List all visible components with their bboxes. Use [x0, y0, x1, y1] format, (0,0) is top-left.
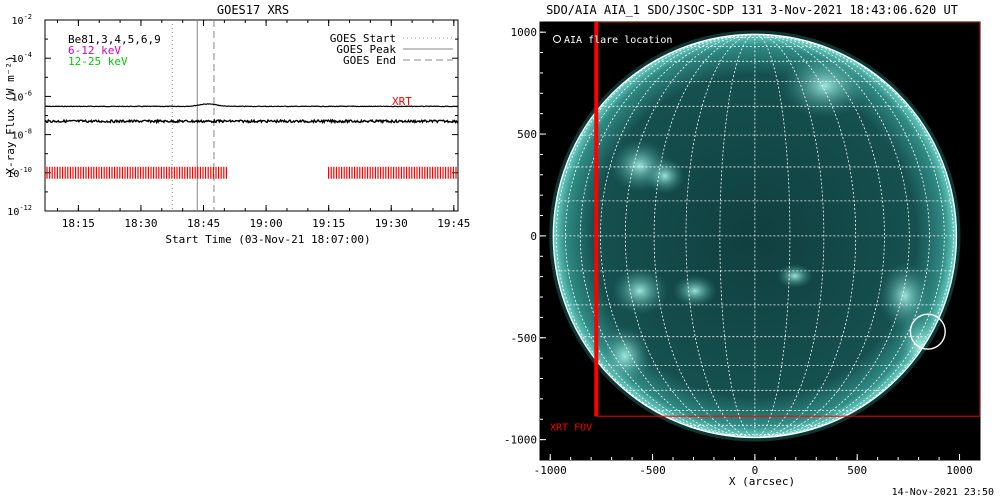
goes-xrt-label: XRT	[392, 95, 412, 108]
goes-x-tick-label: 19:00	[250, 217, 283, 230]
goes-y-tick-exponent: -8	[24, 128, 32, 136]
aia-y-tick-label: -1000	[504, 434, 537, 447]
aia-active-region	[779, 53, 870, 118]
aia-longitude-line	[565, 34, 755, 438]
aia-flare-legend-marker	[553, 35, 561, 43]
aia-bright-regions	[598, 53, 942, 386]
goes-x-tick-label: 18:45	[187, 217, 220, 230]
goes-y-tick-label: 10-4	[12, 51, 32, 65]
aia-chart-title: SDO/AIA AIA_1 SDO/JSOC-SDP 131 3-Nov-202…	[546, 3, 958, 17]
aia-flare-legend-label: AIA flare location	[564, 35, 672, 46]
aia-axes: -1000 -500 0 500 1000 1000 500 0 -500 -1000	[504, 21, 981, 477]
goes-y-tick-exponent: -4	[24, 51, 32, 59]
goes-event-lines	[171, 20, 215, 211]
aia-image-chart: SDO/AIA AIA_1 SDO/JSOC-SDP 131 3-Nov-202…	[504, 3, 981, 488]
goes-x-tick-label: 19:15	[312, 217, 345, 230]
goes-x-axis-label: Start Time (03-Nov-21 18:07:00)	[165, 233, 370, 246]
aia-active-region	[672, 274, 717, 307]
aia-x-tick-label: -1000	[534, 464, 567, 477]
aia-image	[540, 22, 980, 460]
goes-y-tick-mantissa: 10	[12, 16, 24, 27]
aia-x-tick-label: 1000	[946, 464, 973, 477]
goes-x-tick-label: 18:15	[62, 217, 95, 230]
aia-longitude-line	[754, 34, 930, 438]
aia-active-region	[611, 266, 668, 315]
goes-legend-label: GOES Start	[330, 32, 396, 45]
goes-series-line	[44, 118, 459, 125]
goes-legend-label: GOES End	[343, 54, 396, 67]
aia-overlay: XRT FOV AIA flare location	[550, 22, 980, 433]
goes-legend-label: GOES Peak	[336, 43, 396, 56]
goes-y-tick-exponent: -2	[24, 13, 32, 21]
goes-y-tick-label: 10-6	[12, 89, 32, 103]
aia-flare-circle	[909, 313, 946, 350]
goes-y-tick-label: 10-10	[7, 166, 32, 180]
footer-timestamp: 14-Nov-2021 23:50	[891, 487, 994, 498]
aia-longitude-line	[579, 34, 755, 438]
aia-y-tick-label: -500	[511, 332, 538, 345]
goes-x-tick-label: 19:30	[375, 217, 408, 230]
aia-x-tick-label: 0	[752, 464, 759, 477]
aia-longitude-line	[754, 34, 885, 438]
goes-y-tick-mantissa: 10	[7, 169, 19, 180]
aia-active-region	[644, 157, 685, 194]
goes-y-tick-mantissa: 10	[12, 54, 24, 65]
aia-y-tick-label: 1000	[511, 26, 538, 39]
aia-longitude-line	[754, 34, 945, 438]
aia-limb	[552, 33, 958, 439]
goes-y-tick-mantissa: 10	[7, 207, 19, 218]
aia-longitude-line	[719, 34, 755, 438]
aia-y-tick-label: 0	[530, 230, 537, 243]
goes-energy-label: 6-12 keV	[68, 44, 121, 57]
goes-x-axis: 18:15 18:30 18:45 19:00 19:15 19:30 19:45	[57, 20, 470, 230]
goes-y-tick-label: 10-2	[12, 13, 32, 27]
goes-y-tick-exponent: -12	[19, 204, 32, 212]
aia-longitude-line	[685, 34, 755, 438]
goes-chart-title: GOES17 XRS	[217, 3, 289, 17]
goes-series	[44, 103, 459, 125]
aia-longitude-line	[754, 34, 791, 438]
goes-energy-label: Be81,3,4,5,6,9	[68, 33, 161, 46]
aia-longitude-line	[754, 34, 825, 438]
aia-longitude-line	[600, 34, 755, 438]
aia-xrt-fov-label: XRT FOV	[550, 422, 592, 433]
aia-x-axis-label: X (arcsec)	[729, 475, 795, 488]
aia-x-tick-label: 500	[847, 464, 867, 477]
aia-active-region	[776, 263, 813, 288]
aia-helio-grid	[553, 34, 957, 438]
goes-y-tick-exponent: -6	[24, 89, 32, 97]
goes-y-tick-exponent: -10	[19, 166, 32, 174]
goes-y-tick-label: 10-8	[12, 128, 32, 142]
goes-xrt-exposures	[46, 166, 457, 179]
goes-y-tick-mantissa: 10	[12, 92, 24, 103]
aia-x-tick-label: -500	[639, 464, 666, 477]
aia-y-tick-label: 500	[517, 128, 537, 141]
goes-x-tick-label: 19:45	[437, 217, 470, 230]
aia-longitude-line	[754, 34, 857, 438]
aia-active-region	[598, 325, 651, 386]
aia-longitude-line	[754, 34, 954, 438]
aia-longitude-line	[653, 34, 755, 438]
aia-longitude-line	[754, 34, 910, 438]
goes-y-tick-label: 10-12	[7, 204, 32, 218]
goes-y-tick-mantissa: 10	[12, 131, 24, 142]
goes-x-tick-label: 18:30	[124, 217, 157, 230]
goes-y-axis-label: X-ray Flux (W m⁻²)	[4, 55, 17, 174]
aia-longitude-line	[624, 34, 755, 438]
goes-energy-label: 12-25 keV	[68, 55, 128, 68]
aia-fov-group	[594, 22, 980, 417]
goes-series-line	[44, 103, 459, 108]
aia-longitude-line	[555, 34, 755, 438]
